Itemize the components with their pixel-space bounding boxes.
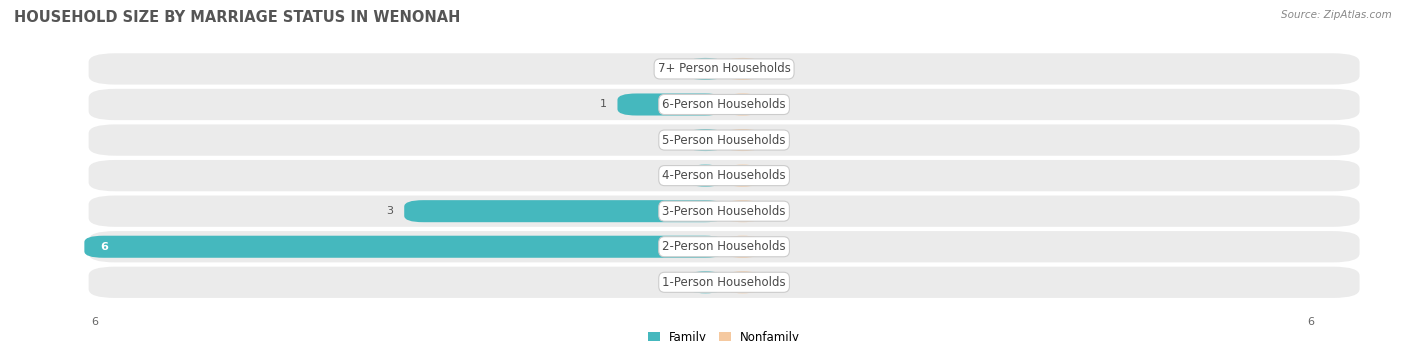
FancyBboxPatch shape: [724, 200, 762, 222]
Text: 0: 0: [671, 135, 678, 145]
Text: 6-Person Households: 6-Person Households: [662, 98, 786, 111]
Text: 1: 1: [600, 100, 607, 109]
FancyBboxPatch shape: [84, 236, 724, 258]
Text: 0: 0: [770, 100, 778, 109]
FancyBboxPatch shape: [724, 271, 762, 293]
Text: 2-Person Households: 2-Person Households: [662, 240, 786, 253]
Text: 6: 6: [91, 317, 98, 327]
Text: 0: 0: [770, 277, 778, 287]
Text: Source: ZipAtlas.com: Source: ZipAtlas.com: [1281, 10, 1392, 20]
FancyBboxPatch shape: [724, 93, 762, 116]
FancyBboxPatch shape: [686, 129, 724, 151]
Text: 0: 0: [770, 64, 778, 74]
Text: 7+ Person Households: 7+ Person Households: [658, 62, 790, 75]
Text: 6: 6: [100, 242, 108, 252]
FancyBboxPatch shape: [724, 165, 762, 187]
Legend: Family, Nonfamily: Family, Nonfamily: [643, 326, 806, 341]
Text: 0: 0: [770, 135, 778, 145]
FancyBboxPatch shape: [686, 58, 724, 80]
FancyBboxPatch shape: [89, 231, 1360, 262]
FancyBboxPatch shape: [686, 271, 724, 293]
FancyBboxPatch shape: [724, 58, 762, 80]
FancyBboxPatch shape: [405, 200, 724, 222]
FancyBboxPatch shape: [89, 267, 1360, 298]
Text: HOUSEHOLD SIZE BY MARRIAGE STATUS IN WENONAH: HOUSEHOLD SIZE BY MARRIAGE STATUS IN WEN…: [14, 10, 460, 25]
Text: 6: 6: [1308, 317, 1315, 327]
FancyBboxPatch shape: [89, 124, 1360, 156]
Text: 0: 0: [770, 170, 778, 181]
Text: 0: 0: [770, 206, 778, 216]
Text: 3: 3: [387, 206, 394, 216]
FancyBboxPatch shape: [89, 195, 1360, 227]
FancyBboxPatch shape: [686, 165, 724, 187]
FancyBboxPatch shape: [89, 160, 1360, 191]
Text: 4-Person Households: 4-Person Households: [662, 169, 786, 182]
Text: 1-Person Households: 1-Person Households: [662, 276, 786, 289]
Text: 0: 0: [671, 64, 678, 74]
Text: 0: 0: [671, 277, 678, 287]
FancyBboxPatch shape: [89, 89, 1360, 120]
FancyBboxPatch shape: [617, 93, 724, 116]
Text: 3-Person Households: 3-Person Households: [662, 205, 786, 218]
Text: 0: 0: [671, 170, 678, 181]
FancyBboxPatch shape: [89, 53, 1360, 85]
FancyBboxPatch shape: [724, 129, 762, 151]
Text: 0: 0: [770, 242, 778, 252]
Text: 5-Person Households: 5-Person Households: [662, 134, 786, 147]
FancyBboxPatch shape: [724, 236, 762, 258]
